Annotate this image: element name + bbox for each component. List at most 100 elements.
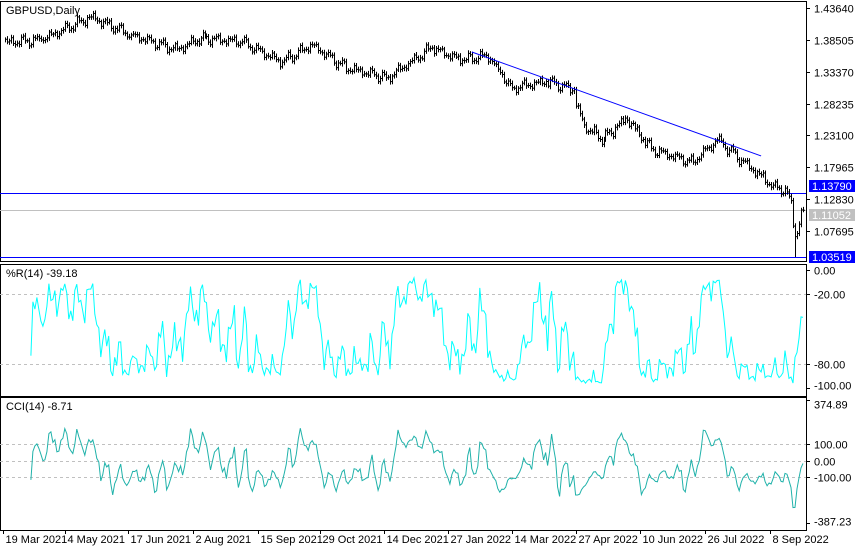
cci-title: CCI(14) -8.71	[6, 401, 73, 413]
price-bar	[33, 34, 35, 48]
price-bar	[254, 47, 256, 55]
price-bar	[520, 84, 522, 91]
price-bar	[635, 121, 637, 132]
price-bar	[75, 22, 77, 32]
price-bar	[675, 151, 677, 163]
price-bar	[623, 116, 625, 126]
price-bar	[584, 116, 586, 129]
price-bar	[452, 51, 454, 62]
price-bar	[280, 57, 282, 70]
price-bar	[374, 68, 376, 77]
price-bar	[496, 61, 498, 68]
price-bar	[741, 157, 743, 168]
price-bar	[795, 223, 797, 257]
price-bar	[512, 80, 514, 91]
price-bar	[137, 31, 139, 38]
price-bar	[492, 57, 494, 65]
price-bar	[264, 48, 266, 61]
price-bar	[197, 39, 199, 47]
price-bar	[208, 33, 210, 45]
price-bar	[119, 22, 121, 33]
price-bar	[252, 45, 254, 55]
cci-panel[interactable]	[0, 426, 806, 509]
price-bar	[314, 42, 316, 48]
price-bar	[294, 54, 296, 65]
price-bar	[655, 146, 657, 159]
price-bar	[707, 144, 709, 152]
price-bar	[797, 231, 799, 240]
price-bar	[420, 54, 422, 64]
price-bar	[199, 38, 201, 47]
price-bar	[390, 74, 392, 85]
price-bar	[286, 54, 288, 63]
price-bar	[645, 136, 647, 149]
wpr-tick-label: -20.00	[814, 290, 845, 302]
price-bar	[785, 185, 787, 197]
price-bar	[460, 53, 462, 67]
price-bar	[57, 30, 59, 40]
price-bar	[167, 42, 169, 55]
price-bar	[470, 51, 472, 57]
price-bar	[15, 40, 17, 48]
price-bar	[284, 57, 286, 66]
price-bar	[749, 158, 751, 171]
price-bar	[627, 115, 629, 124]
price-bar	[454, 51, 456, 58]
price-bar	[320, 47, 322, 55]
price-bar	[157, 45, 159, 51]
price-bar	[155, 38, 157, 52]
price-bar	[703, 145, 705, 158]
price-bar	[791, 193, 793, 204]
price-tick-label: 1.43640	[814, 4, 854, 16]
price-bar	[641, 131, 643, 144]
price-bar	[103, 18, 105, 29]
price-bar	[458, 53, 460, 61]
price-bar	[693, 153, 695, 165]
williams-r-panel[interactable]	[0, 275, 806, 385]
price-bar	[121, 22, 123, 29]
price-bar	[386, 71, 388, 81]
price-bar	[691, 153, 693, 163]
price-bar	[560, 86, 562, 94]
price-bar	[210, 39, 212, 48]
price-bar	[151, 34, 153, 44]
axes: 1.43640 1.38505 1.33370 1.28235 1.23100 1.179…	[3, 4, 855, 546]
price-bar	[576, 86, 578, 109]
date-tick-label: 29 Oct 2021	[323, 534, 383, 546]
price-panel[interactable]	[0, 10, 806, 258]
price-bar	[49, 29, 51, 41]
price-bar	[218, 33, 220, 40]
price-bar	[222, 39, 224, 46]
price-bar	[165, 37, 167, 48]
price-bar	[232, 36, 234, 43]
price-bar	[793, 197, 795, 229]
price-bar	[298, 47, 300, 60]
price-bar	[438, 45, 440, 53]
price-bar	[649, 137, 651, 144]
price-bar	[71, 26, 73, 33]
price-bar	[554, 75, 556, 85]
trendline[interactable]	[471, 51, 762, 157]
price-bar	[697, 156, 699, 165]
price-bar	[578, 102, 580, 109]
price-bar	[743, 157, 745, 164]
price-bar	[619, 120, 621, 128]
price-bar	[695, 159, 697, 166]
price-bar	[131, 32, 133, 41]
price-bar	[135, 31, 137, 38]
price-bar	[775, 179, 777, 188]
price-bar	[274, 50, 276, 60]
price-bar	[370, 66, 372, 78]
price-bar	[711, 144, 713, 153]
price-bar	[322, 49, 324, 56]
price-bar	[272, 49, 274, 60]
panel-border	[0, 397, 807, 531]
price-tick-label: 1.23100	[814, 131, 854, 143]
price-bar	[414, 52, 416, 64]
price-level-badge	[809, 209, 855, 221]
price-bar	[161, 39, 163, 46]
price-bar	[402, 65, 404, 72]
price-bar	[31, 42, 33, 49]
price-bar	[803, 206, 805, 213]
